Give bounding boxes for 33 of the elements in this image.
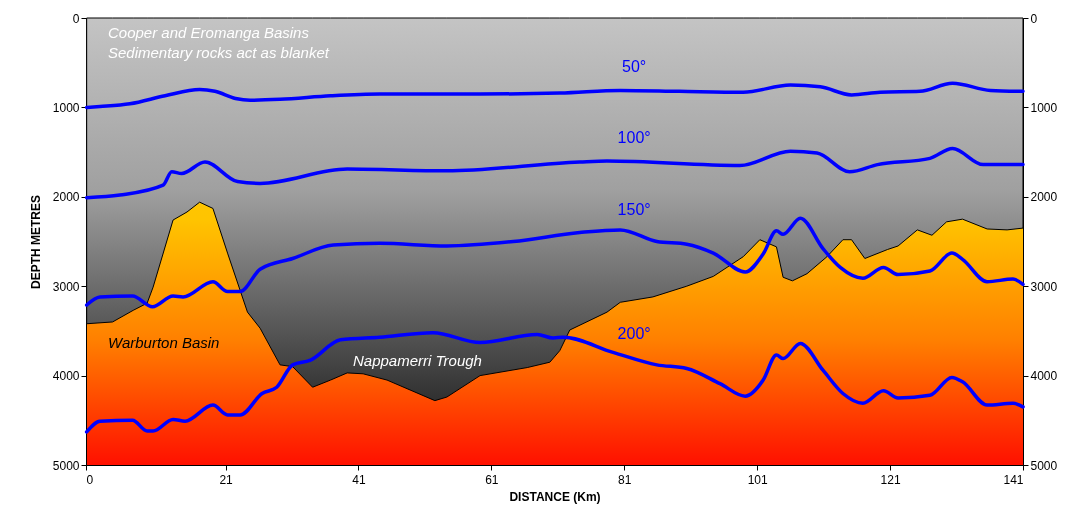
series-label: 50° [622,57,647,75]
y-tick-label: 3000 [52,279,80,294]
y-tick-label: 4000 [52,369,80,384]
x-tick-label: 121 [880,472,901,487]
x-tick-label: 21 [219,472,234,487]
y-tick-label: 0 [72,11,80,26]
annotation: Nappamerri Trough [353,352,482,369]
series-label: 200° [617,325,651,343]
annotation: Cooper and Eromanga Basins [108,24,310,41]
y2-tick-label: 3000 [1030,279,1058,294]
y2-tick-label: 1000 [1030,100,1058,115]
y2-tick-label: 4000 [1030,369,1058,384]
y-axis-title: DEPTH METRES [28,194,43,290]
x-tick-label: 0 [86,472,94,487]
line-series [84,81,1025,110]
line-series [84,146,1025,200]
line-series [84,216,1025,309]
x-tick-label: 61 [485,472,499,487]
x-tick-label: 81 [618,472,632,487]
x-tick-label: 41 [352,472,366,487]
y-tick-label: 2000 [52,190,80,205]
x-tick-label: 101 [747,472,769,487]
x-axis-title: DISTANCE (Km) [509,489,601,504]
y2-tick-label: 0 [1030,11,1038,26]
x-tick-label: 141 [1003,472,1024,487]
y-tick-label: 1000 [52,100,80,115]
annotation: Warburton Basin [108,334,220,351]
y-tick-label: 5000 [52,458,80,473]
annotation: Sedimentary rocks act as blanket [108,44,330,61]
y2-tick-label: 2000 [1030,190,1058,205]
series-label: 150° [617,201,651,219]
series-label: 100° [617,128,651,146]
y2-tick-label: 5000 [1030,458,1058,473]
